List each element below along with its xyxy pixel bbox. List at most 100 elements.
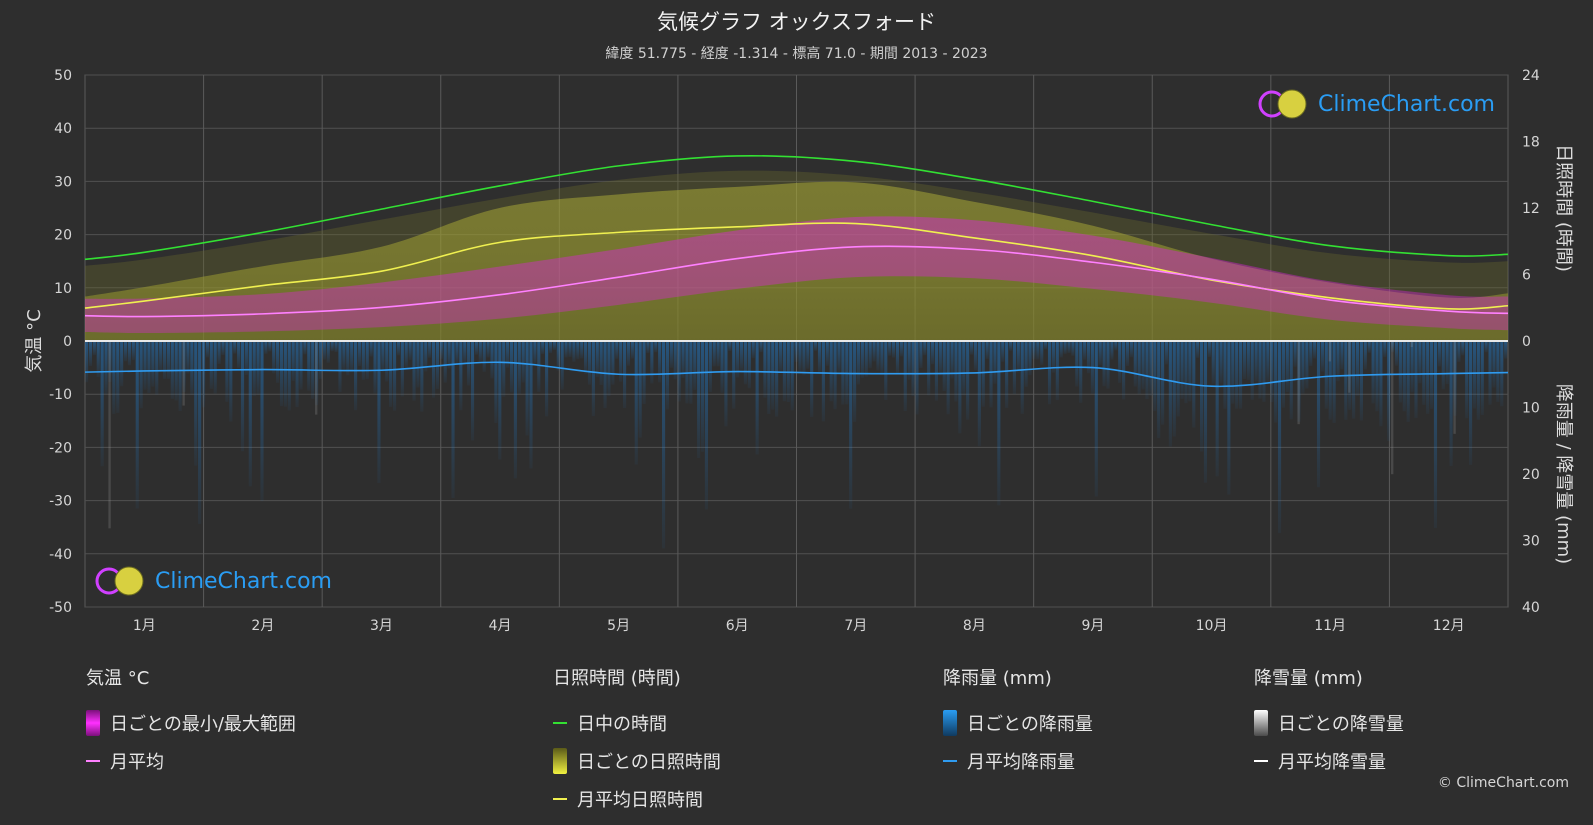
daily-rain-bar: [1122, 341, 1126, 400]
daily-rain-bar: [108, 341, 112, 383]
daily-rain-bar: [116, 341, 120, 413]
daily-rain-bar: [112, 341, 116, 414]
daily-rain-bar: [1418, 341, 1422, 384]
daily-rain-bar: [365, 341, 369, 380]
y-left-tick-label: 40: [54, 121, 72, 137]
daily-rain-bar: [1137, 341, 1141, 395]
daily-rain-bar: [584, 341, 588, 374]
daily-snow-swatch: [1254, 710, 1268, 736]
x-tick-label: 8月: [963, 618, 986, 634]
daily-rain-bar: [1172, 341, 1176, 437]
legend-temperature-heading: 気温 °C: [86, 668, 150, 689]
logo-bottom-left[interactable]: ClimeChart.com: [95, 565, 332, 597]
daily-rain-bar: [1133, 341, 1137, 387]
legend-label: 月平均日照時間: [577, 790, 703, 811]
daily-rain-bar: [431, 341, 436, 398]
daily-rain-bar: [486, 341, 490, 358]
daily-rain-bar: [1258, 341, 1262, 399]
legend-sunshine-heading: 日照時間 (時間): [553, 668, 681, 689]
daily-rain-bar: [1106, 341, 1110, 389]
daily-rain-bar: [611, 341, 615, 385]
daily-rain-bar: [1157, 341, 1161, 439]
daily-rain-bar: [1355, 341, 1360, 396]
daily-rain-bar: [506, 341, 510, 368]
y-left-tick-label: -10: [49, 387, 72, 403]
daily-rain-bar: [412, 341, 416, 401]
daily-rain-bar: [1012, 341, 1016, 395]
daily-rain-bar: [1465, 341, 1469, 419]
daily-rain-bar: [373, 341, 377, 394]
daily-snow-bar: [1297, 341, 1300, 425]
daily-rain-bar: [283, 341, 287, 407]
daily-rain-bar: [221, 341, 225, 356]
daily-rain-bar: [447, 341, 451, 369]
y-left-tick-label: 30: [54, 174, 72, 190]
daily-rain-bar: [392, 341, 397, 411]
daily-rain-bar: [190, 341, 194, 396]
daily-rain-bar: [1414, 341, 1418, 418]
y-left-tick-label: 10: [54, 281, 72, 297]
y-left-tick-label: -20: [49, 440, 72, 456]
x-tick-label: 6月: [726, 618, 749, 634]
daily-rain-bar: [872, 341, 876, 362]
daily-rain-bar: [139, 341, 143, 409]
daily-rain-bar: [580, 341, 584, 359]
daily-rain-bar: [1461, 341, 1465, 356]
daily-rain-bar: [1375, 341, 1379, 412]
daily-rain-bar: [673, 341, 677, 380]
daily-rain-bar: [720, 341, 724, 393]
y-left-axis-label: 気温 °C: [24, 309, 45, 372]
legend-rain-heading: 降雨量 (mm): [943, 668, 1052, 689]
daily-rain-bar: [470, 341, 475, 441]
y-right-bottom-tick-label: 10: [1522, 401, 1540, 417]
daily-rain-bar: [237, 341, 241, 369]
daily-rain-bar: [1044, 341, 1048, 350]
daily-rain-bar: [646, 341, 650, 354]
daily-rain-bar: [474, 341, 478, 355]
daily-snow-bar: [1391, 341, 1394, 475]
daily-rain-bar: [1496, 341, 1500, 402]
daily-rain-bar: [1367, 341, 1371, 353]
daily-rain-bar: [244, 341, 248, 375]
daily-rain-bar: [1433, 341, 1438, 529]
daily-rain-bar: [1352, 341, 1356, 419]
daily-rain-bar: [268, 341, 272, 352]
daily-rain-bar: [1032, 341, 1036, 360]
daily-rain-bar: [315, 341, 319, 406]
daily-rain-bar: [1238, 341, 1243, 409]
daily-rain-bar: [759, 341, 763, 353]
daily-rain-bar: [428, 341, 432, 358]
logo-text: ClimeChart.com: [1318, 91, 1495, 117]
daily-rain-bar: [1480, 341, 1484, 415]
daily-rain-bar: [1476, 341, 1480, 420]
daily-rain-bar: [1242, 341, 1247, 380]
daily-rain-bar: [537, 341, 541, 392]
daily-rain-bar: [1047, 341, 1052, 405]
y-right-top-tick-label: 0: [1522, 334, 1531, 350]
legend-item-snow-avg: 月平均降雪量: [1254, 742, 1404, 780]
daily-rain-bar: [229, 341, 233, 422]
daily-rain-bar: [685, 341, 689, 404]
copyright[interactable]: © ClimeChart.com: [1437, 775, 1569, 791]
daily-rain-bar: [607, 341, 611, 396]
daily-rain-bar: [155, 341, 159, 395]
daily-rain-bar: [1277, 341, 1282, 534]
sunshine-avg-line: [84, 222, 1509, 310]
daily-rain-bar: [599, 341, 603, 385]
daily-temperature-range-area: [85, 216, 1508, 334]
daily-rain-bar: [1305, 341, 1309, 389]
daily-rain-bar: [307, 341, 311, 391]
daily-rain-bar: [1227, 341, 1231, 495]
daily-rain-bar: [1149, 341, 1153, 396]
daily-rain-bar: [775, 341, 779, 417]
daily-rain-bar: [1051, 341, 1055, 373]
legend-label: 月平均降雨量: [967, 752, 1075, 773]
daily-rain-bar: [634, 341, 638, 465]
daily-rain-bar: [755, 341, 759, 455]
x-tick-label: 12月: [1433, 618, 1465, 634]
y-left-tick-label: 50: [54, 68, 72, 84]
daily-rain-bar: [334, 341, 338, 353]
daily-rain-bar: [1184, 341, 1188, 404]
logo-top-right[interactable]: ClimeChart.com: [1258, 88, 1495, 120]
daily-rain-bar: [1086, 341, 1091, 374]
